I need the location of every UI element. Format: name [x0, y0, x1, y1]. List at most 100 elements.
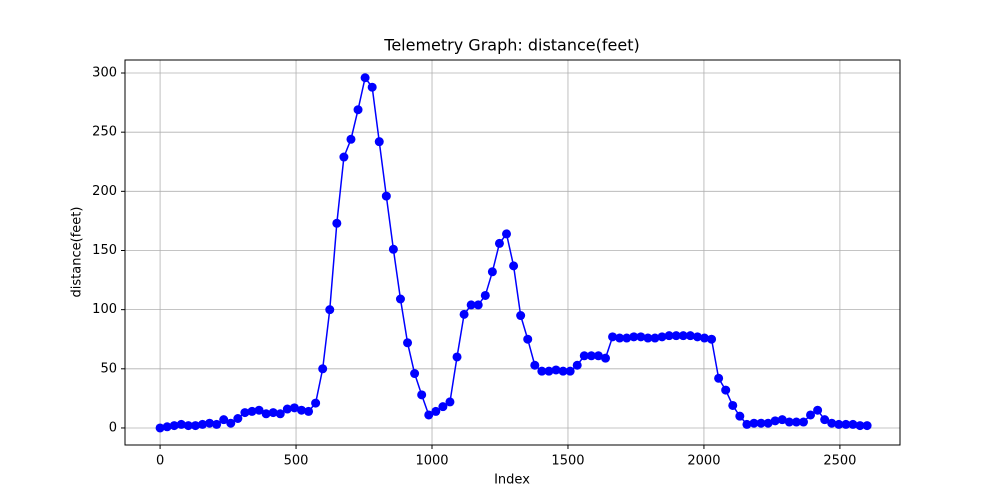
data-point	[728, 400, 738, 410]
data-point	[643, 333, 653, 343]
data-point	[169, 421, 179, 431]
data-point	[848, 419, 858, 429]
data-point	[240, 408, 250, 418]
x-tick-label: 1500	[551, 454, 584, 469]
data-point	[452, 352, 462, 362]
data-point	[155, 423, 165, 433]
data-point	[480, 290, 490, 300]
y-tick-label: 150	[92, 243, 117, 258]
data-point	[445, 397, 455, 407]
data-point	[395, 294, 405, 304]
data-point	[572, 360, 582, 370]
data-point	[360, 73, 370, 83]
x-tick-label: 0	[156, 454, 164, 469]
data-point	[183, 421, 193, 431]
data-point	[707, 334, 717, 344]
data-point	[502, 229, 512, 239]
data-point	[176, 419, 186, 429]
x-axis-label: Index	[494, 473, 530, 488]
data-point	[190, 421, 200, 431]
data-point	[275, 409, 285, 419]
data-point	[685, 331, 695, 341]
data-point	[636, 332, 646, 342]
data-point	[813, 405, 823, 415]
data-point	[388, 244, 398, 254]
data-point	[671, 331, 681, 341]
data-point	[162, 422, 172, 432]
y-tick-label: 300	[92, 66, 117, 81]
data-point	[608, 332, 618, 342]
data-point	[494, 238, 504, 248]
data-point	[820, 415, 830, 425]
data-point	[318, 364, 328, 374]
data-point	[827, 418, 837, 428]
data-point	[579, 351, 589, 361]
x-tick-label: 500	[284, 454, 309, 469]
data-point	[438, 402, 448, 412]
y-tick-label: 50	[100, 361, 117, 376]
x-tick-label: 2500	[823, 454, 856, 469]
data-point	[862, 421, 872, 431]
data-point	[756, 418, 766, 428]
data-point	[516, 311, 526, 321]
y-axis-label: distance(feet)	[70, 207, 85, 298]
data-point	[431, 406, 441, 416]
y-tick-label: 0	[109, 420, 117, 435]
data-point	[381, 191, 391, 201]
data-point	[374, 137, 384, 147]
data-point	[777, 415, 787, 425]
data-point	[558, 366, 568, 376]
data-point	[268, 408, 278, 418]
plot-frame	[124, 59, 901, 446]
data-point	[219, 415, 229, 425]
data-point	[424, 410, 434, 420]
data-point	[749, 418, 759, 428]
data-point	[311, 398, 321, 408]
data-point	[487, 267, 497, 277]
data-point	[622, 333, 632, 343]
data-point	[233, 413, 243, 423]
data-point	[473, 300, 483, 310]
data-point	[410, 369, 420, 379]
data-point	[537, 366, 547, 376]
data-point	[509, 261, 519, 271]
data-point	[459, 309, 469, 319]
data-point	[657, 332, 667, 342]
data-point	[565, 366, 575, 376]
data-point	[523, 334, 533, 344]
data-point	[664, 331, 674, 341]
data-point	[205, 418, 215, 428]
data-point	[615, 333, 625, 343]
data-point	[530, 360, 540, 370]
data-point	[282, 404, 292, 414]
data-point	[763, 418, 773, 428]
data-point	[353, 105, 363, 115]
data-point	[551, 365, 561, 375]
data-point	[289, 403, 299, 413]
data-point	[742, 419, 752, 429]
data-point	[339, 152, 349, 162]
data-point	[678, 331, 688, 341]
data-point	[212, 419, 222, 429]
data-line	[159, 75, 868, 429]
data-point	[586, 351, 596, 361]
data-point	[226, 418, 236, 428]
data-point	[261, 409, 271, 419]
data-point	[544, 366, 554, 376]
data-point	[714, 373, 724, 383]
data-point	[325, 305, 335, 315]
data-point	[791, 417, 801, 427]
y-tick-label: 100	[92, 302, 117, 317]
y-tick-label: 250	[92, 125, 117, 140]
data-point	[721, 385, 731, 395]
data-point	[466, 300, 476, 310]
x-tick-label: 2000	[687, 454, 720, 469]
data-point	[784, 417, 794, 427]
data-point	[699, 333, 709, 343]
data-point	[247, 406, 257, 416]
data-point	[770, 416, 780, 426]
data-point	[346, 134, 356, 144]
data-point	[692, 332, 702, 342]
data-point	[332, 218, 342, 228]
